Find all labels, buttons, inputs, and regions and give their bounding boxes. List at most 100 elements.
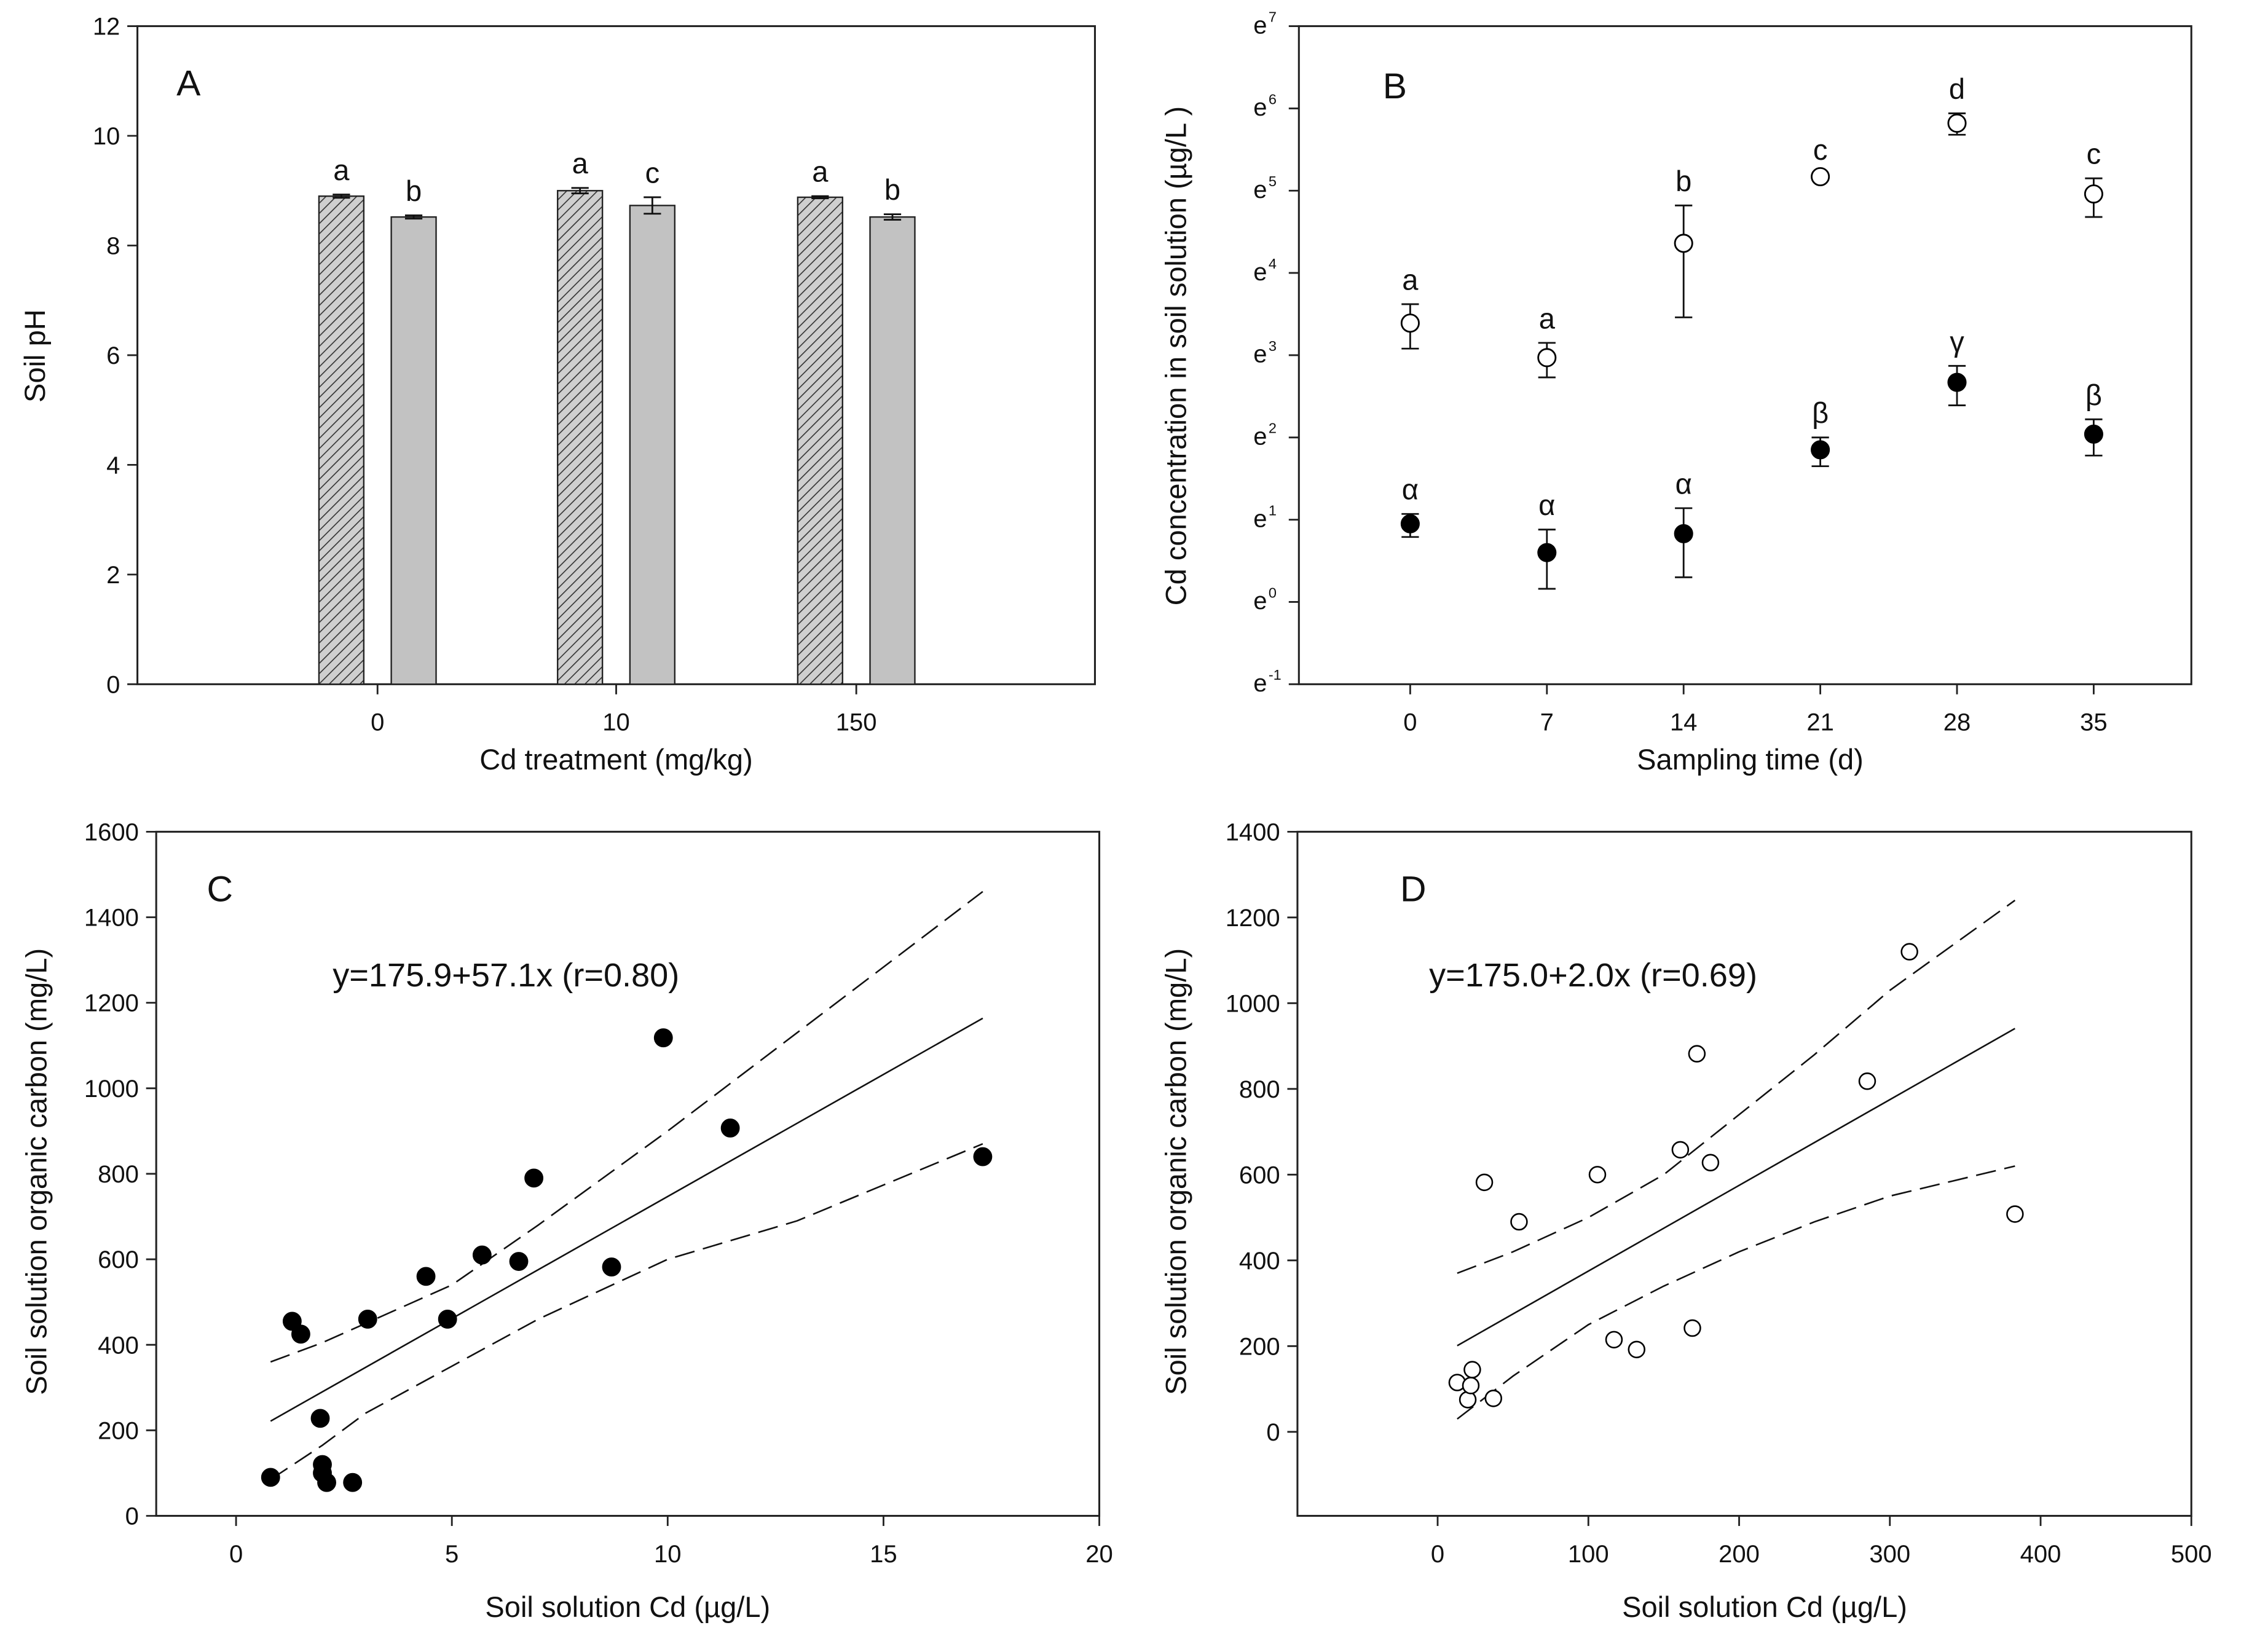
data-point <box>524 1168 544 1188</box>
data-point-filled <box>1537 543 1557 562</box>
confidence-band-lower <box>270 1143 983 1481</box>
data-point <box>1701 1154 1720 1172</box>
panel-b-ytick-exponent: 4 <box>1269 256 1277 272</box>
significance-letter: b <box>884 173 900 206</box>
panel-b-xtick-label: 0 <box>1403 709 1417 736</box>
data-point <box>1683 1319 1701 1337</box>
panel-b-ytick-exponent: 7 <box>1269 9 1277 25</box>
data-point <box>1628 1340 1645 1359</box>
panel-c-ytick-label: 1000 <box>84 1076 139 1103</box>
panel-d-ytick-label: 1400 <box>1226 819 1280 846</box>
data-point <box>1671 1141 1690 1159</box>
data-point <box>1462 1377 1480 1394</box>
data-point <box>1605 1331 1623 1349</box>
significance-letter: b <box>1675 165 1691 197</box>
panel-d-ytick-label: 800 <box>1239 1076 1280 1103</box>
panel-b-ytick-label: e <box>1253 341 1267 368</box>
panel-b-label: B <box>1383 66 1407 106</box>
error-bar <box>571 187 589 195</box>
panel-c-ytick-label: 200 <box>98 1417 139 1444</box>
bar-gray <box>869 216 916 685</box>
data-point <box>1484 1390 1502 1407</box>
panel-a-xtick-label: 0 <box>371 709 384 736</box>
panel-a-xtick-label: 150 <box>836 709 877 736</box>
panel-b-ytick-label: e <box>1253 588 1267 615</box>
data-point <box>291 1324 310 1344</box>
panel-b: B Sampling time (d) Cd concentration in … <box>1160 9 2192 776</box>
panel-c-xtick-label: 0 <box>229 1541 243 1568</box>
panel-b-xlabel: Sampling time (d) <box>1637 743 1864 776</box>
data-point-filled <box>1811 440 1830 460</box>
data-point-open <box>1674 234 1693 253</box>
panel-b-ytick-exponent: 6 <box>1269 91 1277 107</box>
panel-d-xtick-label: 200 <box>1719 1541 1760 1568</box>
panel-b-ylabel: Cd concentration in soil solution (µg/L … <box>1160 106 1192 606</box>
data-point-filled <box>2084 424 2103 444</box>
data-point <box>1588 1166 1607 1184</box>
panel-b-ytick-label: e <box>1253 176 1267 203</box>
panel-c-ytick-label: 1200 <box>84 990 139 1017</box>
panel-c: C y=175.9+57.1x (r=0.80) Soil solution C… <box>20 819 1112 1623</box>
significance-letter: b <box>406 175 422 207</box>
panel-a-ytick-label: 4 <box>106 452 120 479</box>
panel-c-ytick-label: 1600 <box>84 819 139 846</box>
panel-d-ytick-label: 1200 <box>1226 905 1280 932</box>
panel-d-ytick-label: 400 <box>1239 1248 1280 1275</box>
panel-d-xtick-label: 300 <box>1869 1541 1910 1568</box>
panel-b-ytick-label: e <box>1253 505 1267 532</box>
data-point <box>1858 1072 1876 1090</box>
data-point <box>1475 1173 1494 1192</box>
panel-d-ytick-label: 1000 <box>1226 990 1280 1017</box>
panel-a-ytick-label: 12 <box>93 14 120 41</box>
panel-d: D y=175.0+2.0x (r=0.69) Soil solution Cd… <box>1160 819 2212 1623</box>
significance-letter: α <box>1402 473 1419 506</box>
regression-line <box>1457 1028 2015 1347</box>
error-bar <box>333 194 350 199</box>
data-point <box>1510 1213 1528 1231</box>
panel-d-ytick-label: 200 <box>1239 1333 1280 1360</box>
panel-a-frame <box>136 25 1096 685</box>
significance-letter: α <box>1538 489 1555 521</box>
panel-b-ytick-exponent: 5 <box>1269 173 1277 189</box>
bar-gray <box>390 216 437 685</box>
data-point <box>1463 1361 1481 1378</box>
panel-c-xtick-label: 10 <box>654 1541 682 1568</box>
panel-a-ytick-label: 2 <box>106 562 120 589</box>
error-bar <box>883 213 902 221</box>
significance-letter: a <box>812 155 829 188</box>
panel-b-ytick-exponent: 3 <box>1269 338 1277 354</box>
panel-b-ytick-label: e <box>1253 259 1267 286</box>
data-point <box>343 1473 363 1492</box>
panel-d-ylabel: Soil solution organic carbon (mg/L) <box>1160 948 1192 1395</box>
data-point-open <box>1811 167 1830 187</box>
panel-a-ytick-label: 8 <box>106 233 120 260</box>
significance-letter: a <box>333 154 350 186</box>
data-point-filled <box>1674 524 1693 543</box>
panel-c-ytick-label: 0 <box>125 1503 139 1530</box>
panel-b-ytick-exponent: -1 <box>1269 667 1282 683</box>
panel-c-xtick-label: 20 <box>1085 1541 1113 1568</box>
panel-b-ytick-exponent: 0 <box>1269 584 1277 600</box>
panel-b-xtick-label: 28 <box>1943 709 1971 736</box>
panel-c-xtick-label: 15 <box>870 1541 897 1568</box>
panel-d-ytick-label: 600 <box>1239 1162 1280 1189</box>
data-point <box>2006 1205 2024 1223</box>
data-point <box>1688 1045 1706 1063</box>
significance-letter: c <box>645 156 660 189</box>
data-point <box>509 1252 529 1271</box>
bar-hatched <box>318 195 365 685</box>
panel-b-ytick-label: e <box>1253 670 1267 697</box>
panel-c-xlabel: Soil solution Cd (µg/L) <box>485 1591 770 1623</box>
confidence-band-upper <box>270 891 983 1363</box>
panel-a-ytick-label: 6 <box>106 342 120 369</box>
data-point <box>261 1468 280 1487</box>
panel-d-label: D <box>1400 869 1426 909</box>
significance-letter: β <box>1812 396 1829 429</box>
data-point-filled <box>1400 514 1420 533</box>
confidence-band-lower <box>1457 1165 2015 1420</box>
panel-b-xtick-label: 35 <box>2080 709 2108 736</box>
data-point <box>438 1310 457 1329</box>
data-point <box>1900 943 1918 961</box>
error-bar <box>404 214 423 220</box>
significance-letter: d <box>1949 73 1965 105</box>
